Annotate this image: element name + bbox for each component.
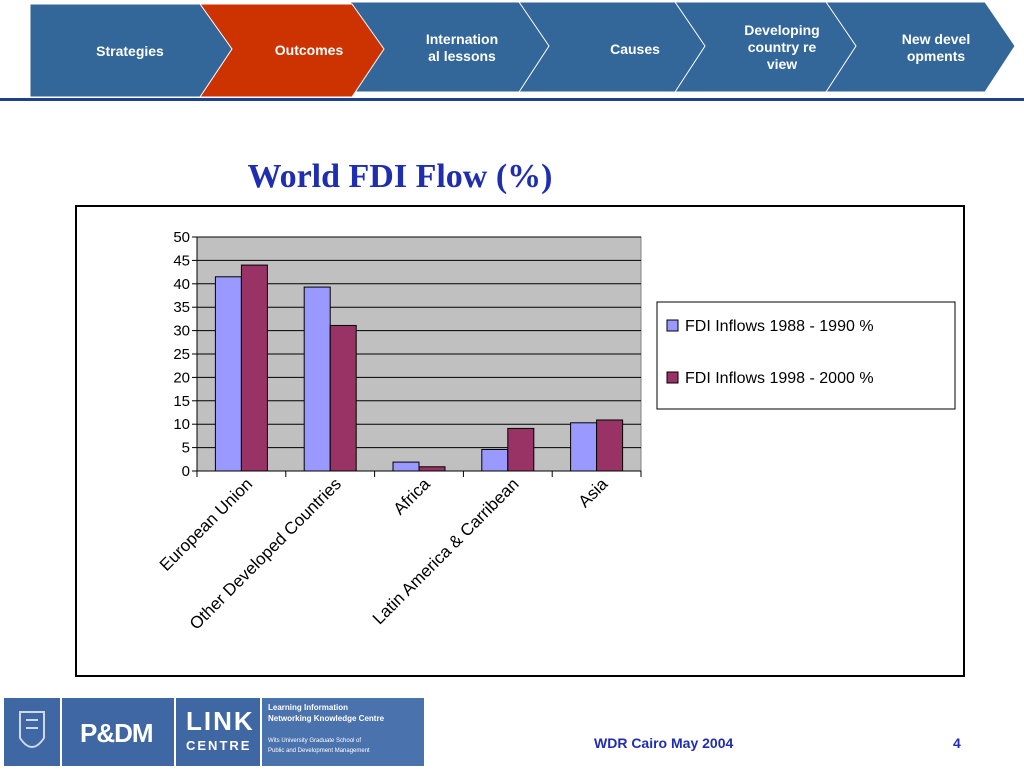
bar-2 xyxy=(329,324,357,472)
tab-shape-outcomes[interactable] xyxy=(199,3,385,98)
bar-chart: 0 5 10 15 20 25 30 35 40 45 50 European UnionOther … xyxy=(156,229,956,634)
category-label: European Union xyxy=(156,474,256,574)
y-tick-label: 15 xyxy=(173,393,190,410)
y-tick-label: 45 xyxy=(173,252,190,269)
pdm-logo: P&DM xyxy=(62,698,174,766)
crest-icon xyxy=(19,711,45,748)
bar-2 xyxy=(418,466,446,472)
tab-international-lessons[interactable]: International lessons xyxy=(425,31,499,64)
legend-swatch xyxy=(666,371,679,384)
category-label: Latin America & Carribean xyxy=(369,474,523,628)
logo-line-3: Wits University Graduate School of xyxy=(268,738,362,744)
y-tick-label: 25 xyxy=(173,346,190,363)
bar-1 xyxy=(214,276,242,472)
tab-outcomes[interactable]: Outcomes xyxy=(274,41,344,58)
page-number: 4 xyxy=(953,735,961,751)
bar-1 xyxy=(303,286,331,472)
tab-new-developments[interactable]: New developments xyxy=(901,31,971,64)
footer-event-label: WDR Cairo May 2004 xyxy=(594,735,734,751)
y-tick-label: 50 xyxy=(173,229,190,246)
bar-1 xyxy=(570,422,598,472)
link-logo-text: LINK xyxy=(186,706,255,736)
category-label: Asia xyxy=(575,474,612,511)
legend-label: FDI Inflows 1988 - 1990 % xyxy=(685,318,874,335)
legend-swatch xyxy=(666,319,679,332)
y-tick-label: 0 xyxy=(182,463,190,480)
y-tick-label: 35 xyxy=(173,299,190,316)
y-tick-label: 40 xyxy=(173,276,190,293)
y-tick-label: 20 xyxy=(173,369,190,386)
footer-logo-strip: P&DM LINK CENTRE Learning Information Ne… xyxy=(4,698,424,766)
top-navigation: Strategies Outcomes International lesson… xyxy=(0,0,1024,104)
category-label: Other Developed Countries xyxy=(186,474,345,633)
centre-logo-text: CENTRE xyxy=(186,738,252,753)
university-crest-logo xyxy=(4,698,60,766)
nav-tabs-graphic xyxy=(29,1,1016,98)
y-tick-label: 30 xyxy=(173,323,190,340)
y-tick-label: 10 xyxy=(173,416,190,433)
chart-title: World FDI Flow (%) xyxy=(247,158,553,195)
link-centre-description: Learning Information Networking Knowledg… xyxy=(262,698,424,766)
logo-line-4: Public and Development Management xyxy=(268,748,370,754)
chart-frame: 0 5 10 15 20 25 30 35 40 45 50 European Union Other … xyxy=(75,205,965,677)
logo-line-1: Learning Information xyxy=(268,703,348,712)
tab-causes[interactable]: Causes xyxy=(610,40,660,57)
bar-1 xyxy=(392,461,420,472)
tab-developing-country-review[interactable]: Developing country review xyxy=(744,21,820,72)
bar-2 xyxy=(596,419,624,472)
category-label: Africa xyxy=(390,474,435,519)
bar-2 xyxy=(507,427,535,472)
nav-divider-rule xyxy=(0,98,1024,101)
pdm-logo-text: P&DM xyxy=(80,718,154,748)
legend xyxy=(656,301,956,410)
link-centre-logo: LINK CENTRE xyxy=(176,698,260,766)
tab-strategies[interactable]: Strategies xyxy=(96,42,164,59)
bar-2 xyxy=(240,264,268,472)
y-tick-label: 5 xyxy=(182,440,190,457)
bar-1 xyxy=(481,448,509,472)
logo-line-2: Networking Knowledge Centre xyxy=(268,714,385,723)
legend-label: FDI Inflows 1998 - 2000 % xyxy=(685,370,874,387)
